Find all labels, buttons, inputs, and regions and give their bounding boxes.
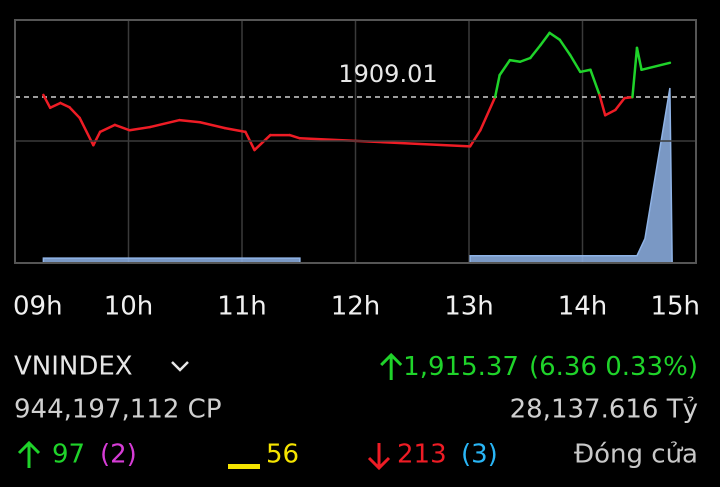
price-segment: [558, 38, 572, 57]
x-tick-label: 12h: [331, 292, 381, 322]
price-segment: [288, 133, 302, 140]
price-segment: [640, 61, 672, 72]
decline-arrow: [367, 443, 391, 471]
price-segment: [113, 123, 131, 132]
price-segment: [178, 118, 202, 124]
price-segment: [548, 31, 562, 42]
price-segment: [598, 93, 607, 117]
plot-border: [14, 19, 697, 264]
price-segment: [42, 93, 52, 110]
price-segment: [98, 123, 117, 134]
x-tick-label: 09h: [13, 292, 63, 322]
unchanged: 56: [266, 440, 299, 470]
up-arrow: [380, 352, 403, 380]
price-segment: [518, 56, 532, 63]
price-segment: [578, 68, 592, 74]
x-tick-label: 13h: [444, 292, 494, 322]
price-segment: [589, 68, 601, 97]
dropdown-chevron[interactable]: [171, 361, 189, 372]
advance-arrow: [17, 440, 41, 468]
price-segment: [631, 46, 639, 99]
price: 1,915.37: [403, 352, 519, 382]
unchanged-bar: [228, 464, 260, 469]
price-segment: [253, 133, 272, 152]
x-tick-label: 14h: [558, 292, 608, 322]
price-segment: [508, 58, 522, 63]
price-segment: [614, 96, 626, 112]
price-segment: [623, 95, 634, 100]
price-segment: [603, 108, 617, 117]
market-status: Đóng cửa: [574, 440, 698, 470]
change: (6.36 0.33%): [529, 352, 698, 382]
x-tick-label: 10h: [104, 292, 154, 322]
declines-floor: (3): [461, 440, 498, 470]
price-segment: [48, 101, 62, 110]
advances-ceiling: (2): [100, 440, 137, 470]
price-segment: [493, 73, 501, 99]
reference-label: 1909.01: [338, 60, 437, 88]
price-segment: [223, 126, 247, 134]
price-segment: [635, 46, 643, 72]
price-segment: [92, 130, 102, 147]
price-segment: [568, 53, 582, 74]
value: 28,137.616 Tỷ: [510, 395, 698, 425]
price-segment: [68, 105, 81, 120]
advances: 97: [52, 440, 85, 470]
price-segment: [468, 129, 482, 148]
price-segment: [128, 125, 152, 132]
price-segment: [198, 120, 227, 130]
price-segment: [59, 101, 71, 109]
x-tick-label: 11h: [217, 292, 267, 322]
symbol[interactable]: VNINDEX: [14, 352, 133, 382]
declines: 213: [397, 440, 447, 470]
price-change: 1,915.37 (6.36 0.33%): [403, 352, 698, 382]
price-segment: [298, 137, 472, 148]
volume: 944,197,112 CP: [14, 395, 222, 425]
x-tick-label: 15h: [650, 292, 700, 322]
price-segment: [479, 95, 497, 132]
price-segment: [529, 43, 542, 60]
price-segment: [148, 118, 181, 129]
price-segment: [539, 31, 551, 47]
price-segment: [498, 58, 512, 77]
